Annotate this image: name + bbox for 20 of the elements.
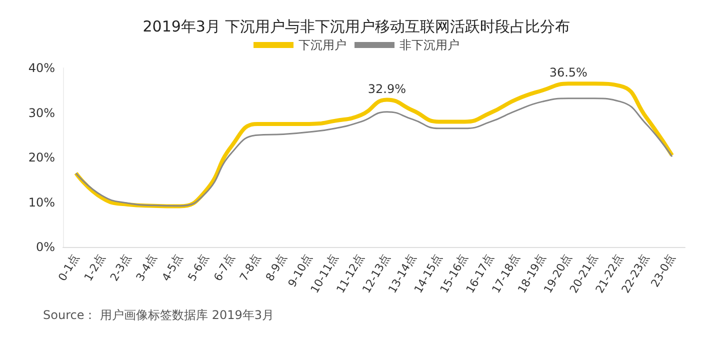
x-tick-label: 8-9点 bbox=[263, 252, 289, 284]
legend-label: 下沉用户 bbox=[298, 38, 346, 52]
x-tick-label: 2-3点 bbox=[108, 252, 134, 284]
data-label: 36.5% bbox=[549, 66, 588, 80]
x-tick-label: 3-4点 bbox=[134, 252, 160, 284]
x-tick-label: 4-5点 bbox=[160, 252, 186, 284]
data-label: 32.9% bbox=[368, 82, 406, 96]
x-tick-label: 0-1点 bbox=[56, 252, 82, 284]
y-tick-label: 0% bbox=[36, 240, 55, 254]
x-tick-label: 6-7点 bbox=[211, 252, 238, 284]
x-tick-label: 7-8点 bbox=[237, 252, 264, 284]
legend-label: 非下沉用户 bbox=[400, 38, 460, 52]
y-tick-label: 20% bbox=[28, 150, 55, 164]
y-tick-label: 10% bbox=[28, 195, 55, 210]
chart-title: 2019年3月 下沉用户与非下沉用户移动互联网活跃时段占比分布 bbox=[142, 18, 570, 36]
source-note: Source： 用户画像标签数据库 2019年3月 bbox=[43, 308, 274, 322]
x-tick-label: 5-6点 bbox=[185, 252, 212, 284]
x-tick-label: 1-2点 bbox=[82, 252, 108, 284]
y-tick-label: 30% bbox=[28, 106, 55, 120]
y-tick-label: 40% bbox=[28, 61, 55, 75]
